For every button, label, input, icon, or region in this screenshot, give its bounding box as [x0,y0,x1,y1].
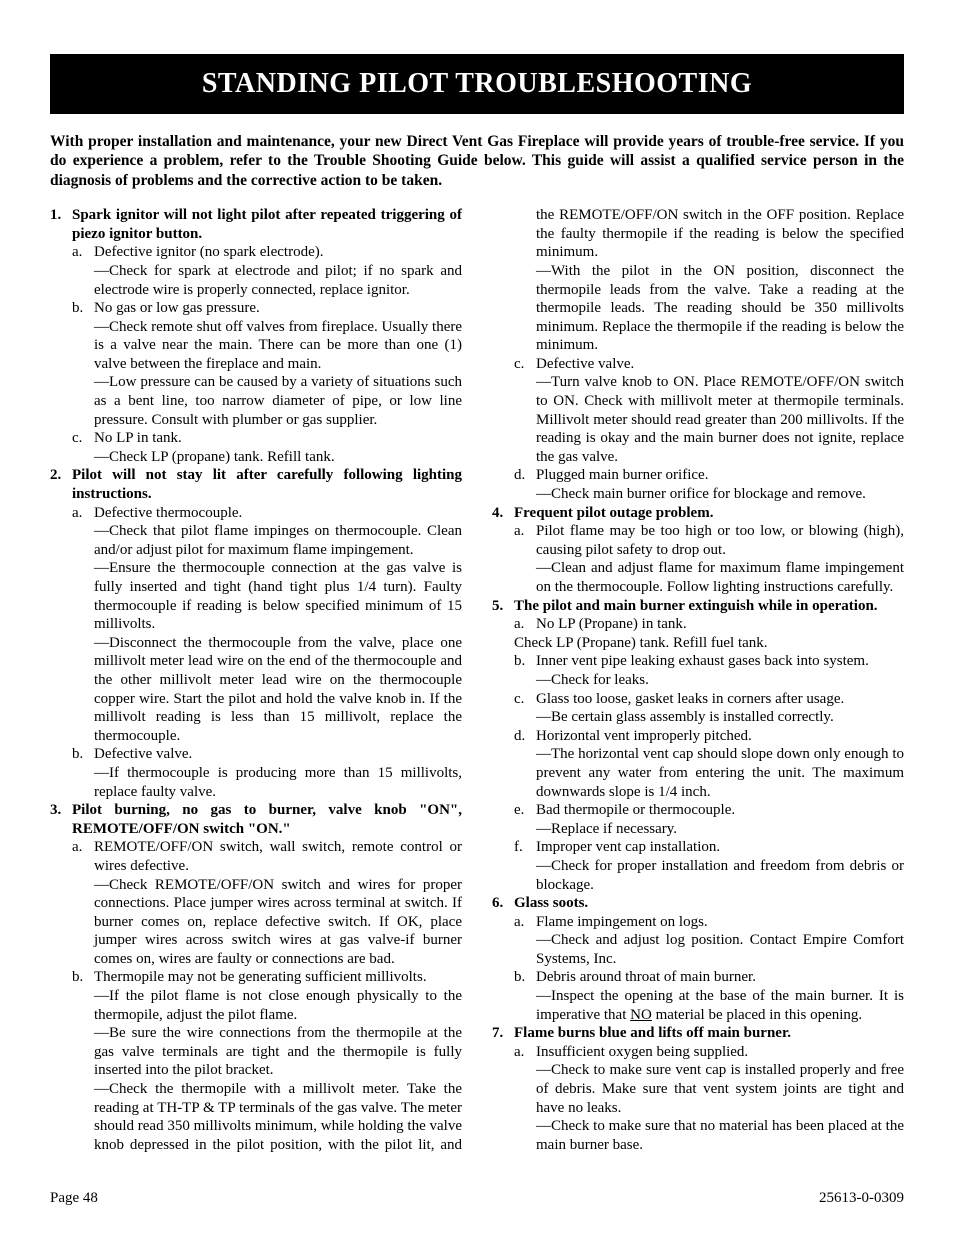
footer-page-number: Page 48 [50,1190,98,1207]
sub-text: Insufficient oxygen being supplied. [536,1043,904,1062]
underlined-text: NO [630,1007,652,1023]
detail-text: Check LP (Propane) tank. Refill fuel tan… [492,634,904,653]
footer-doc-id: 25613-0-0309 [819,1190,904,1207]
item-heading: Pilot burning, no gas to burner, valve k… [72,801,462,838]
detail-text: —With the pilot in the ON position, disc… [492,262,904,355]
detail-text: —Turn valve knob to ON. Place REMOTE/OFF… [492,373,904,466]
sub-text: Thermopile may not be generating suffici… [94,968,462,987]
detail-text: —Check to make sure vent cap is installe… [492,1061,904,1117]
sub-text: Bad thermopile or thermocouple. [536,801,904,820]
item-heading: Pilot will not stay lit after carefully … [72,466,462,503]
detail-text: —Check that pilot flame impinges on ther… [50,522,462,559]
detail-text: —Check for leaks. [492,671,904,690]
detail-text: —Check main burner orifice for blockage … [492,485,904,504]
item-number: 5. [492,597,514,616]
sub-label: a. [72,838,94,875]
sub-label: a. [514,522,536,559]
item-number: 1. [50,206,72,243]
page-footer: Page 48 25613-0-0309 [50,1190,904,1207]
detail-text: —Check REMOTE/OFF/ON switch and wires fo… [50,876,462,969]
detail-text: —If thermocouple is producing more than … [50,764,462,801]
sub-text: Defective ignitor (no spark electrode). [94,243,462,262]
item-heading: Glass soots. [514,894,904,913]
detail-text: —Check and adjust log position. Contact … [492,931,904,968]
detail-text: —If the pilot flame is not close enough … [50,987,462,1024]
item-heading: Flame burns blue and lifts off main burn… [514,1024,904,1043]
detail-text: —Check for proper installation and freed… [492,857,904,894]
item-heading: Spark ignitor will not light pilot after… [72,206,462,243]
sub-label: a. [514,1043,536,1062]
sub-label: b. [514,968,536,987]
sub-label: b. [72,745,94,764]
detail-text: —The horizontal vent cap should slope do… [492,745,904,801]
sub-label: c. [514,690,536,709]
sub-label: a. [514,913,536,932]
detail-text: —Clean and adjust flame for maximum flam… [492,559,904,596]
sub-text: No LP in tank. [94,429,462,448]
item-number: 3. [50,801,72,838]
sub-text: Horizontal vent improperly pitched. [536,727,904,746]
sub-text: Improper vent cap installation. [536,838,904,857]
sub-label: a. [72,243,94,262]
sub-label: a. [72,504,94,523]
sub-text: Defective valve. [536,355,904,374]
content-columns: 1.Spark ignitor will not light pilot aft… [50,206,904,1154]
sub-text: Glass too loose, gasket leaks in corners… [536,690,904,709]
detail-text: —Be certain glass assembly is installed … [492,708,904,727]
item-number: 4. [492,504,514,523]
sub-label: b. [72,299,94,318]
sub-text: No gas or low gas pressure. [94,299,462,318]
item-heading: Frequent pilot outage problem. [514,504,904,523]
detail-text: —Check for spark at electrode and pilot;… [50,262,462,299]
sub-text: No LP (Propane) in tank. [536,615,904,634]
sub-label: b. [72,968,94,987]
sub-text: Pilot flame may be too high or too low, … [536,522,904,559]
sub-label: b. [514,652,536,671]
sub-label: f. [514,838,536,857]
sub-text: Defective valve. [94,745,462,764]
detail-text: —Inspect the opening at the base of the … [492,987,904,1024]
detail-text: —Ensure the thermocouple connection at t… [50,559,462,633]
sub-text: Debris around throat of main burner. [536,968,904,987]
item-number: 2. [50,466,72,503]
sub-label: d. [514,466,536,485]
sub-label: c. [514,355,536,374]
detail-text: —Check remote shut off valves from firep… [50,318,462,374]
sub-text: Plugged main burner orifice. [536,466,904,485]
detail-text: —Check to make sure that no material has… [492,1117,904,1154]
item-number: 7. [492,1024,514,1043]
item-heading: The pilot and main burner extinguish whi… [514,597,904,616]
page-title: STANDING PILOT TROUBLESHOOTING [50,54,904,114]
sub-label: a. [514,615,536,634]
detail-text: —Disconnect the thermocouple from the va… [50,634,462,746]
detail-text: —Low pressure can be caused by a variety… [50,373,462,429]
sub-text: Flame impingement on logs. [536,913,904,932]
sub-label: d. [514,727,536,746]
sub-text: Inner vent pipe leaking exhaust gases ba… [536,652,904,671]
sub-label: e. [514,801,536,820]
item-number: 6. [492,894,514,913]
detail-text: —Check LP (propane) tank. Refill tank. [50,448,462,467]
detail-text: —Be sure the wire connections from the t… [50,1024,462,1080]
sub-text: REMOTE/OFF/ON switch, wall switch, remot… [94,838,462,875]
intro-paragraph: With proper installation and maintenance… [50,132,904,190]
sub-text: Defective thermocouple. [94,504,462,523]
sub-label: c. [72,429,94,448]
detail-text: —Replace if necessary. [492,820,904,839]
